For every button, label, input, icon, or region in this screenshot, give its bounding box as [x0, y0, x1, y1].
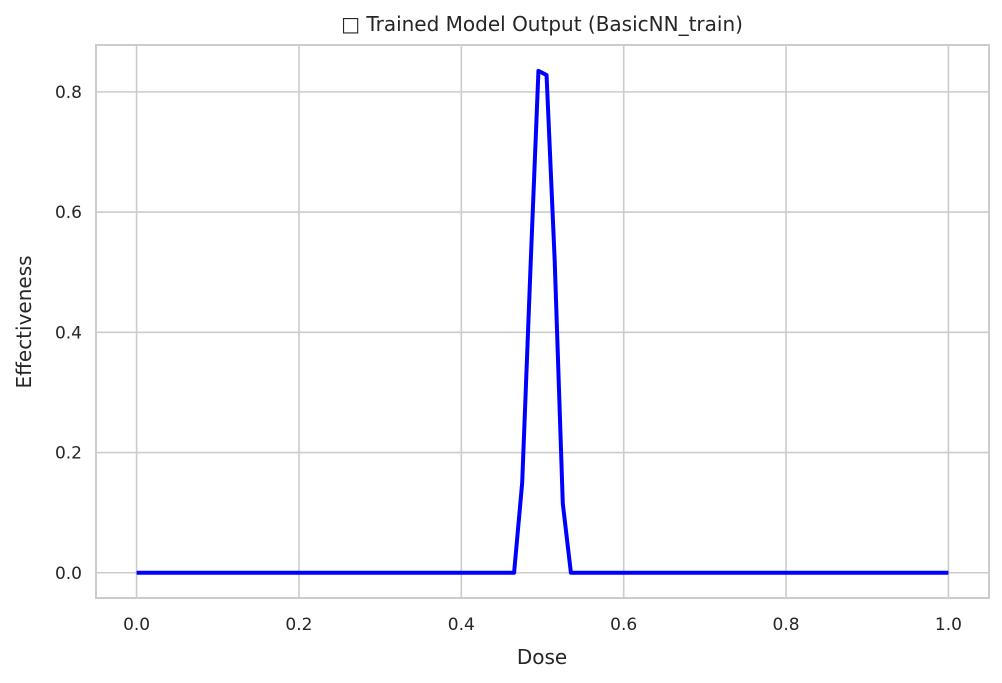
x-tick-label: 0.6	[610, 615, 637, 635]
series-layer	[136, 68, 949, 575]
x-tick-label: 0.2	[285, 615, 312, 635]
x-axis-label: Dose	[517, 645, 567, 669]
y-tick-label: 0.4	[55, 323, 82, 343]
chart-title: □ Trained Model Output (BasicNN_train)	[341, 12, 743, 36]
x-tick-labels: 0.0 0.2 0.4 0.6 0.8 1.0	[123, 615, 962, 635]
x-tick-label: 0.4	[448, 615, 475, 635]
series-line	[136, 68, 949, 575]
y-tick-label: 0.6	[55, 203, 82, 223]
y-tick-labels: 0.0 0.2 0.4 0.6 0.8	[55, 83, 82, 584]
y-tick-label: 0.2	[55, 444, 82, 464]
x-tick-label: 1.0	[935, 615, 962, 635]
x-tick-label: 0.8	[773, 615, 800, 635]
plot-frame	[95, 44, 990, 599]
y-axis-label: Effectiveness	[12, 255, 36, 388]
y-tick-label: 0.0	[55, 564, 82, 584]
x-tick-label: 0.0	[123, 615, 150, 635]
grid-lines	[96, 45, 989, 598]
y-tick-label: 0.8	[55, 83, 82, 103]
